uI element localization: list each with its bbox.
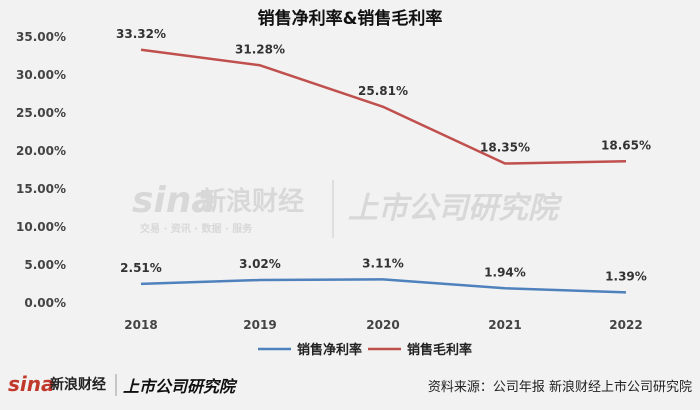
footer-sina-cn: 新浪财经 (50, 376, 106, 393)
data-label-net-margin: 1.94% (484, 265, 526, 279)
data-source: 资料来源：公司年报 新浪财经上市公司研究院 (428, 379, 692, 395)
chart-title: 销售净利率&销售毛利率 (258, 8, 443, 29)
data-label-gross-margin: 25.81% (358, 84, 408, 98)
y-tick-label: 10.00% (16, 220, 66, 234)
data-label-gross-margin: 18.65% (601, 138, 651, 152)
data-label-gross-margin: 18.35% (480, 141, 530, 155)
y-tick-label: 25.00% (16, 106, 66, 120)
watermark-institute: 上市公司研究院 (348, 191, 563, 226)
sina-watermark: sina 新浪财经 交易 · 资讯 · 数据 · 服务 上市公司研究院 (132, 180, 563, 238)
x-tick-label: 2018 (124, 318, 157, 332)
footer-sina-logo: sina (8, 372, 55, 396)
watermark-sina-sub: 交易 · 资讯 · 数据 · 服务 (140, 222, 253, 235)
series-line-gross-margin (140, 48, 627, 165)
data-label-net-margin: 3.11% (362, 256, 404, 270)
y-tick-label: 5.00% (24, 258, 66, 272)
data-label-gross-margin: 33.32% (116, 27, 166, 41)
watermark-sina-cn: 新浪财经 (200, 186, 304, 217)
data-label-net-margin: 3.02% (239, 257, 281, 271)
legend-label-net-margin: 销售净利率 (297, 342, 362, 358)
footer-institute: 上市公司研究院 (123, 377, 238, 396)
y-tick-label: 30.00% (16, 68, 66, 82)
x-tick-label: 2021 (488, 318, 521, 332)
data-label-gross-margin: 31.28% (235, 42, 285, 56)
y-tick-label: 0.00% (24, 296, 66, 310)
x-axis: 2018 2019 2020 2021 2022 (124, 318, 642, 332)
data-label-net-margin: 2.51% (120, 261, 162, 275)
y-tick-label: 15.00% (16, 182, 66, 196)
y-tick-label: 20.00% (16, 144, 66, 158)
y-tick-label: 35.00% (16, 30, 66, 44)
data-label-net-margin: 1.39% (605, 269, 647, 283)
series-lines (140, 48, 627, 294)
series-line-net-margin (140, 278, 627, 294)
legend-label-gross-margin: 销售毛利率 (407, 342, 472, 358)
watermark-sina-logo: sina (132, 180, 216, 221)
data-labels: 2.51% 3.02% 3.11% 1.94% 1.39% 33.32% 31.28% 25.… (116, 27, 651, 284)
legend: 销售净利率 销售毛利率 (258, 342, 472, 358)
x-tick-label: 2019 (243, 318, 276, 332)
y-axis: 0.00% 5.00% 10.00% 15.00% 20.00% 25.00% 30.00%… (16, 30, 66, 310)
footer: sina 新浪财经 上市公司研究院 资料来源：公司年报 新浪财经上市公司研究院 (8, 372, 692, 396)
x-tick-label: 2020 (366, 318, 399, 332)
x-tick-label: 2022 (609, 318, 642, 332)
